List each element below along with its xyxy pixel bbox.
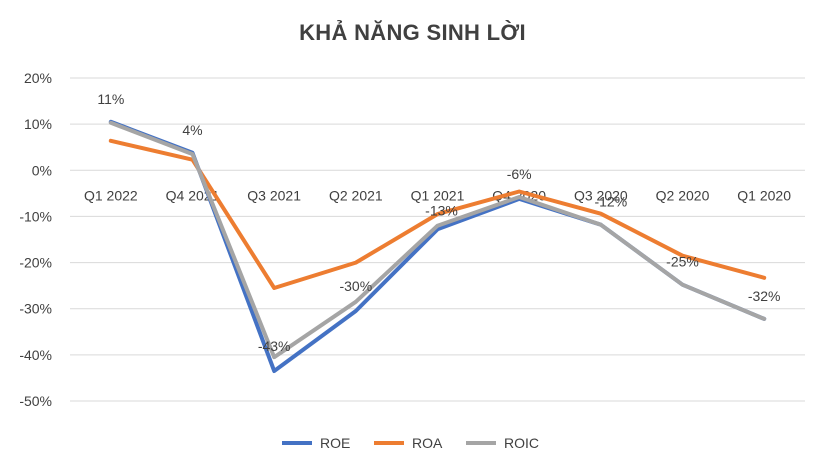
x-tick-label: Q3 2021 bbox=[247, 187, 301, 203]
x-tick-label: Q1 2020 bbox=[737, 187, 791, 203]
legend-label-roa: ROA bbox=[412, 435, 443, 451]
y-tick-label: -10% bbox=[19, 208, 52, 224]
data-label: -13% bbox=[425, 202, 458, 218]
x-tick-label: Q3 2020 bbox=[574, 187, 628, 203]
data-label: -25% bbox=[666, 254, 699, 270]
y-tick-label: -40% bbox=[19, 347, 52, 363]
series-line-roa bbox=[108, 138, 767, 290]
data-label: -12% bbox=[594, 194, 627, 210]
x-tick-label: Q1 2021 bbox=[411, 187, 465, 203]
data-label: -30% bbox=[339, 278, 372, 294]
series-line-roic bbox=[108, 120, 767, 360]
y-tick-label: 10% bbox=[24, 116, 52, 132]
data-label: -32% bbox=[748, 288, 781, 304]
data-label: 4% bbox=[182, 122, 202, 138]
x-tick-label: Q1 2022 bbox=[84, 187, 138, 203]
data-label: 11% bbox=[97, 91, 124, 107]
y-tick-label: 0% bbox=[32, 162, 52, 178]
y-tick-label: 20% bbox=[24, 70, 52, 86]
x-tick-label: Q2 2021 bbox=[329, 187, 383, 203]
legend-label-roic: ROIC bbox=[504, 435, 539, 451]
chart-title: KHẢ NĂNG SINH LỜI bbox=[299, 20, 526, 45]
y-tick-label: -20% bbox=[19, 255, 52, 271]
data-label: -43% bbox=[258, 338, 291, 354]
y-tick-label: -50% bbox=[19, 393, 52, 409]
data-label: -6% bbox=[507, 166, 532, 182]
y-tick-label: -30% bbox=[19, 301, 52, 317]
x-tick-label: Q2 2020 bbox=[656, 187, 710, 203]
legend-label-roe: ROE bbox=[320, 435, 350, 451]
